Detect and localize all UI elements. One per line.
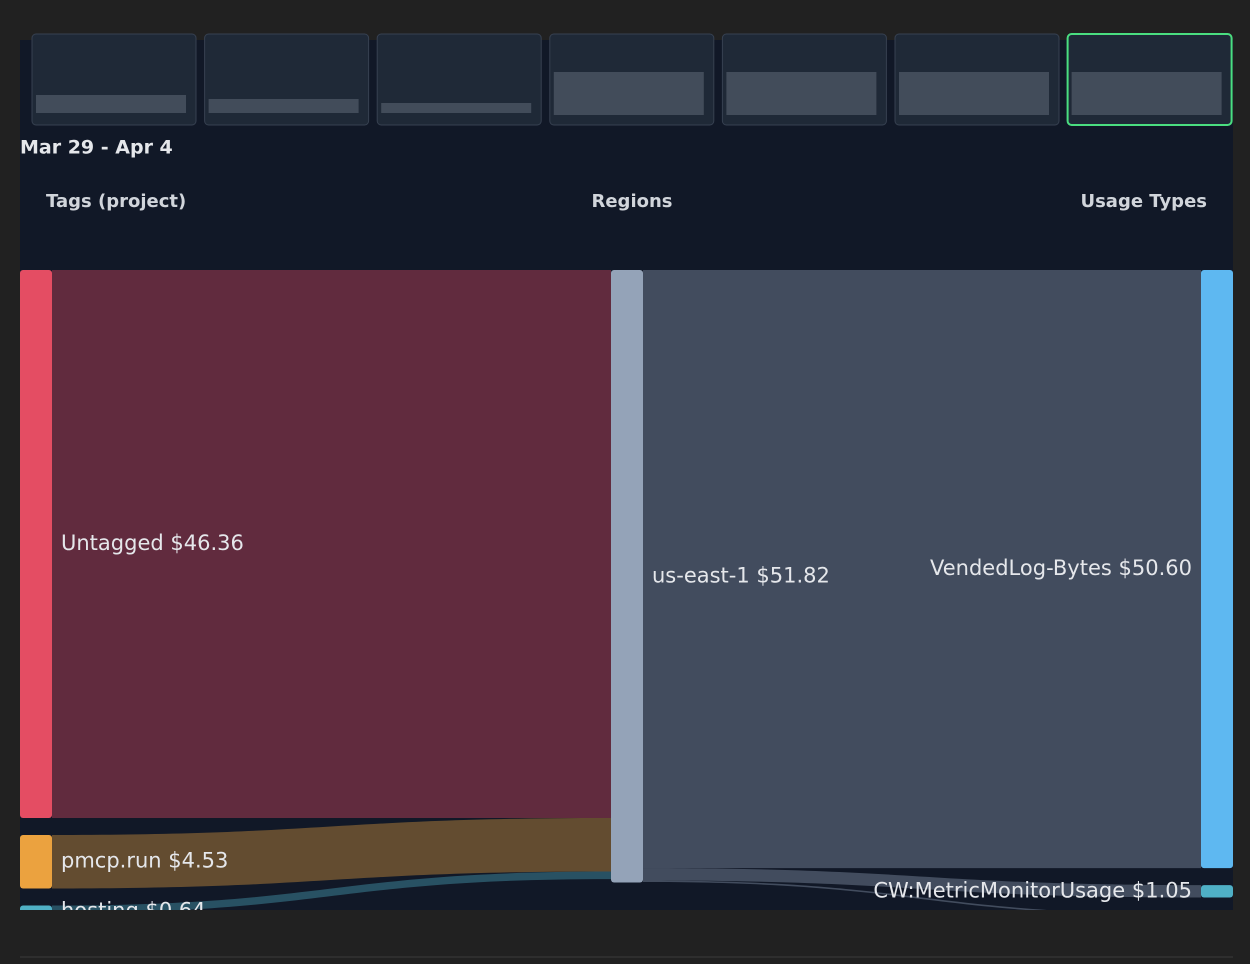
- node: [20, 905, 52, 910]
- column-header: Regions: [591, 191, 672, 212]
- node-label: Untagged $46.36: [61, 531, 244, 555]
- thumbnail-flow: [1071, 72, 1222, 115]
- node-label: hosting $0.64: [61, 899, 206, 923]
- node-name: CW:MetricMonitorUsage: [873, 878, 1125, 902]
- thumbnail-flow: [553, 72, 704, 115]
- node-value: $51.82: [756, 563, 829, 587]
- node-value: $50.60: [1119, 556, 1192, 580]
- node-label: us-east-1 $51.82: [652, 563, 830, 587]
- node: [611, 270, 643, 883]
- node-value: $46.36: [170, 531, 243, 555]
- thumbnail-flow: [208, 99, 359, 113]
- link: [52, 817, 611, 889]
- date-range: Mar 29 - Apr 4: [20, 137, 173, 159]
- node-label: TimedStorage-ByteHrs $0.13: [887, 908, 1192, 932]
- node-label: pmcp.run $4.53: [61, 849, 228, 873]
- node-name: VendedLog-Bytes: [930, 556, 1112, 580]
- node-value: $4.53: [168, 849, 228, 873]
- node-name: Untagged: [61, 531, 164, 555]
- node-value: $0.13: [1132, 908, 1192, 932]
- thumbnail: [376, 33, 542, 126]
- node-name: TimedStorage-ByteHrs: [887, 908, 1125, 932]
- link: [52, 270, 611, 818]
- thumbnails: [31, 33, 1233, 126]
- node-value: $0.64: [146, 899, 206, 923]
- node: [1201, 915, 1233, 917]
- link: [52, 871, 611, 910]
- sankey: Untagged $46.36 pmcp.run $4.53 hosting $0.…: [20, 270, 1233, 932]
- node: [20, 270, 52, 818]
- node-label: VendedLog-Bytes $50.60: [930, 556, 1192, 580]
- node-name: us-east-1: [652, 563, 750, 587]
- node: [20, 834, 52, 889]
- node: [1201, 885, 1233, 898]
- node: [1201, 270, 1233, 869]
- node-label: CW:MetricMonitorUsage $1.05: [873, 878, 1192, 902]
- thumbnail-flow: [899, 72, 1049, 115]
- thumbnail-flow: [726, 72, 877, 115]
- link: [643, 880, 1048, 910]
- node-name: pmcp.run: [61, 849, 162, 873]
- link: [643, 270, 1201, 869]
- column-header: Usage Types: [1080, 191, 1207, 212]
- node-name: hosting: [61, 899, 139, 923]
- node-value: $1.05: [1132, 878, 1192, 902]
- thumbnail-flow: [381, 103, 532, 113]
- thumbnail-flow: [36, 95, 186, 113]
- link: [643, 868, 1201, 898]
- column-header: Tags (project): [46, 191, 186, 212]
